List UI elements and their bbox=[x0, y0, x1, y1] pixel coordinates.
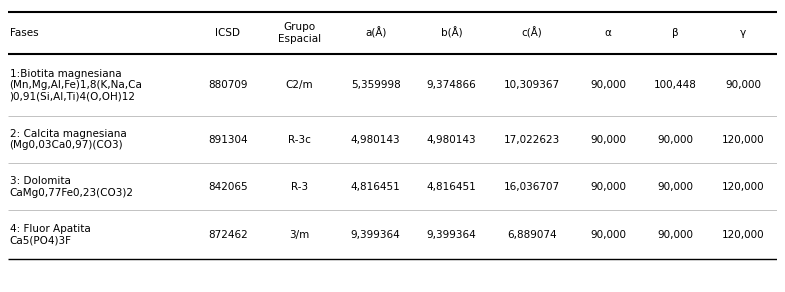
Text: 842065: 842065 bbox=[208, 182, 247, 192]
Text: c(Å): c(Å) bbox=[521, 27, 542, 39]
Text: 120,000: 120,000 bbox=[722, 182, 765, 192]
Text: 4,980143: 4,980143 bbox=[427, 135, 476, 145]
Text: 9,374866: 9,374866 bbox=[427, 80, 476, 90]
Text: 90,000: 90,000 bbox=[590, 135, 626, 145]
Text: R-3: R-3 bbox=[291, 182, 308, 192]
Text: 10,309367: 10,309367 bbox=[504, 80, 560, 90]
Text: β: β bbox=[673, 28, 679, 38]
Text: 90,000: 90,000 bbox=[590, 80, 626, 90]
Text: ICSD: ICSD bbox=[215, 28, 240, 38]
Text: 9,399364: 9,399364 bbox=[427, 230, 476, 240]
Text: b(Å): b(Å) bbox=[441, 27, 462, 39]
Text: 17,022623: 17,022623 bbox=[504, 135, 560, 145]
Text: 4,980143: 4,980143 bbox=[351, 135, 400, 145]
Text: 891304: 891304 bbox=[208, 135, 247, 145]
Text: 9,399364: 9,399364 bbox=[351, 230, 400, 240]
Text: 90,000: 90,000 bbox=[590, 182, 626, 192]
Text: Fases: Fases bbox=[9, 28, 38, 38]
Text: C2/m: C2/m bbox=[286, 80, 313, 90]
Text: α: α bbox=[604, 28, 612, 38]
Text: Grupo
Espacial: Grupo Espacial bbox=[278, 22, 321, 44]
Text: 90,000: 90,000 bbox=[658, 230, 694, 240]
Text: 100,448: 100,448 bbox=[654, 80, 697, 90]
Text: 120,000: 120,000 bbox=[722, 135, 765, 145]
Text: 880709: 880709 bbox=[208, 80, 247, 90]
Text: 16,036707: 16,036707 bbox=[504, 182, 560, 192]
Text: γ: γ bbox=[740, 28, 747, 38]
Text: 2: Calcita magnesiana
(Mg0,03Ca0,97)(CO3): 2: Calcita magnesiana (Mg0,03Ca0,97)(CO3… bbox=[9, 129, 126, 150]
Text: 90,000: 90,000 bbox=[658, 135, 694, 145]
Text: 872462: 872462 bbox=[208, 230, 247, 240]
Text: 5,359998: 5,359998 bbox=[351, 80, 400, 90]
Text: 90,000: 90,000 bbox=[590, 230, 626, 240]
Text: 90,000: 90,000 bbox=[725, 80, 761, 90]
Text: 6,889074: 6,889074 bbox=[507, 230, 557, 240]
Text: 120,000: 120,000 bbox=[722, 230, 765, 240]
Text: 4,816451: 4,816451 bbox=[427, 182, 476, 192]
Text: 3/m: 3/m bbox=[290, 230, 309, 240]
Text: 4,816451: 4,816451 bbox=[351, 182, 400, 192]
Text: 90,000: 90,000 bbox=[658, 182, 694, 192]
Text: 4: Fluor Apatita
Ca5(PO4)3F: 4: Fluor Apatita Ca5(PO4)3F bbox=[9, 224, 90, 246]
Text: 3: Dolomita
CaMg0,77Fe0,23(CO3)2: 3: Dolomita CaMg0,77Fe0,23(CO3)2 bbox=[9, 176, 133, 198]
Text: a(Å): a(Å) bbox=[365, 27, 386, 39]
Text: 1:Biotita magnesiana
(Mn,Mg,Al,Fe)1,8(K,Na,Ca
)0,91(Si,Al,Ti)4(O,OH)12: 1:Biotita magnesiana (Mn,Mg,Al,Fe)1,8(K,… bbox=[9, 69, 142, 102]
Text: R-3c: R-3c bbox=[288, 135, 311, 145]
